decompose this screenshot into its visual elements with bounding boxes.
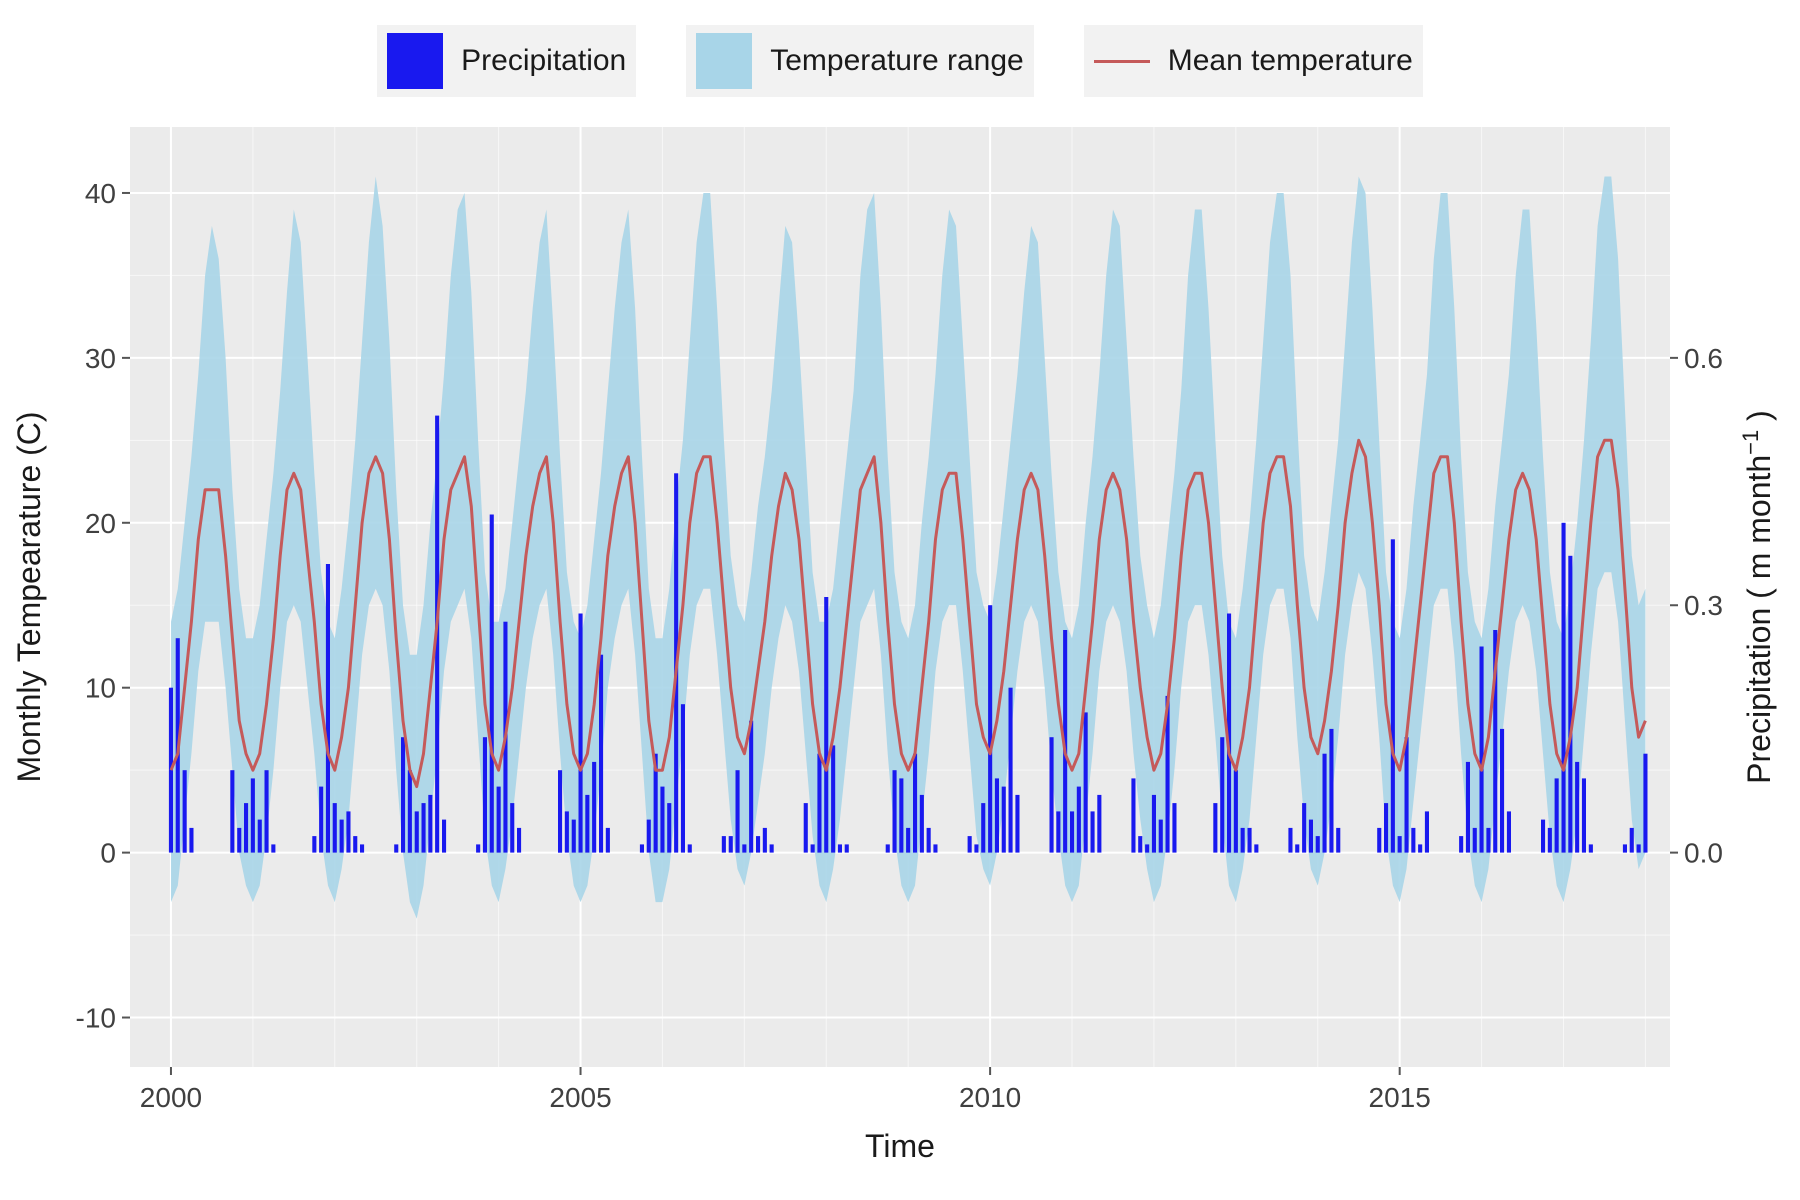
legend-item-precip: Precipitation: [377, 25, 636, 97]
legend-label-range: Temperature range: [770, 44, 1023, 78]
x-tick: 2000: [140, 1082, 202, 1113]
y-left-tick: 10: [85, 673, 116, 704]
x-axis-title: Time: [865, 1128, 935, 1164]
y-right-title: Precipitation ( m month−1 ): [1738, 410, 1778, 784]
y-right-tick: 0.0: [1684, 838, 1723, 869]
legend: Precipitation Temperature range Mean tem…: [0, 0, 1800, 97]
mean-line-swatch: [1094, 33, 1150, 89]
legend-label-mean: Mean temperature: [1168, 44, 1413, 78]
x-tick: 2005: [549, 1082, 611, 1113]
y-left-tick: 20: [85, 508, 116, 539]
temp-range-swatch: [696, 33, 752, 89]
legend-item-mean: Mean temperature: [1084, 25, 1423, 97]
legend-item-range: Temperature range: [686, 25, 1033, 97]
legend-label-precip: Precipitation: [461, 44, 626, 78]
y-right-tick: 0.6: [1684, 343, 1723, 374]
y-left-title: Monthly Tempearature (C): [11, 411, 47, 782]
x-tick: 2015: [1369, 1082, 1431, 1113]
climate-chart: Precipitation Temperature range Mean tem…: [0, 0, 1800, 1200]
y-left-tick: 30: [85, 343, 116, 374]
y-right-tick: 0.3: [1684, 590, 1723, 621]
precip-swatch: [387, 33, 443, 89]
y-left-tick: -10: [76, 1003, 116, 1034]
y-left-tick: 40: [85, 178, 116, 209]
y-left-tick: 0: [100, 838, 116, 869]
plot-area: -10 0 10 20 30 40 0.0 0.3 0.6 2000 2005 2010 2015 Tim…: [0, 97, 1800, 1197]
x-tick: 2010: [959, 1082, 1021, 1113]
